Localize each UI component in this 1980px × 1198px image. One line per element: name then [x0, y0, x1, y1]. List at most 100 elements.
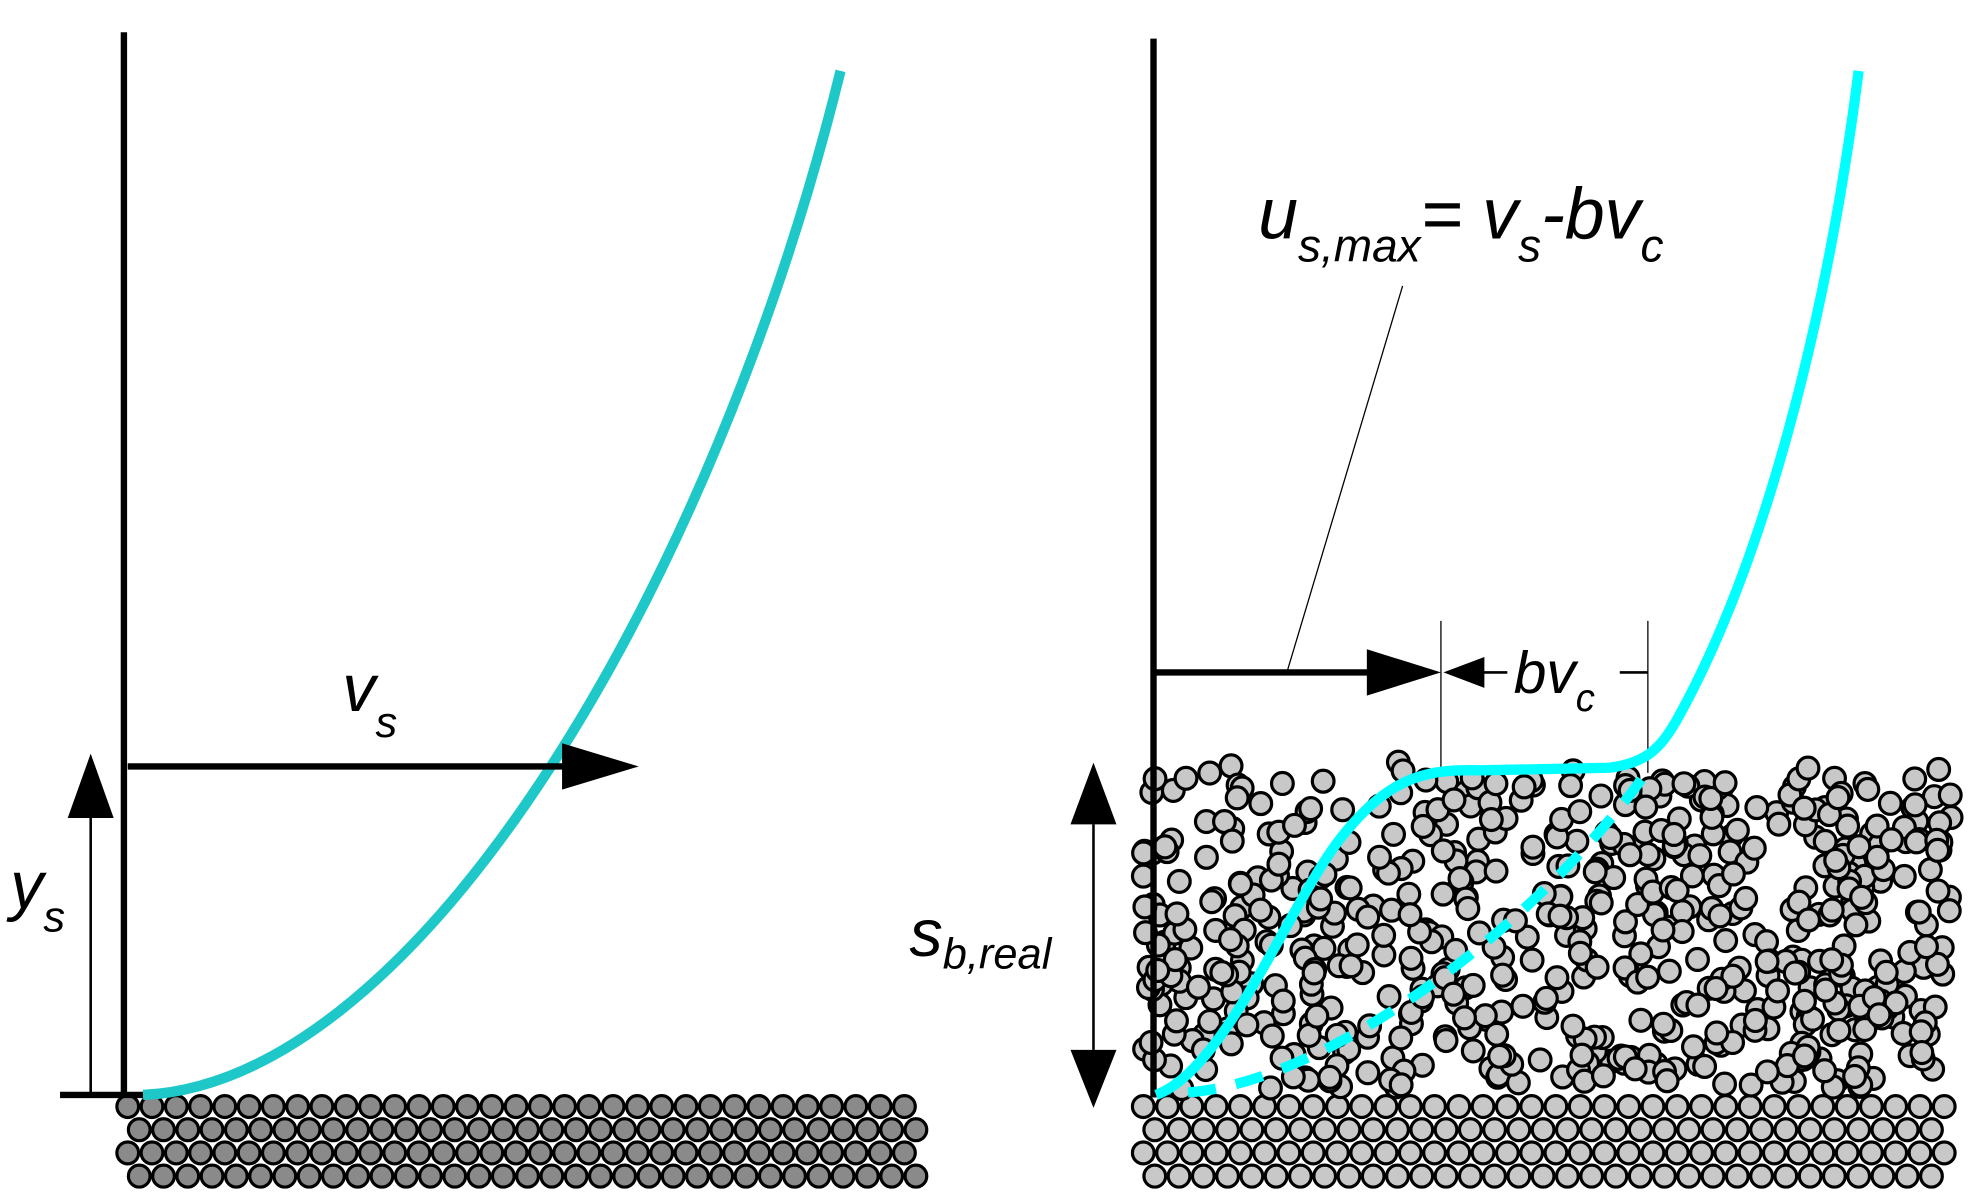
particle	[1590, 1063, 1616, 1089]
particle	[1664, 1140, 1690, 1166]
particle	[1870, 1117, 1896, 1143]
particle	[455, 1093, 480, 1120]
particle	[733, 1117, 759, 1143]
particle	[1466, 920, 1492, 946]
particle	[1336, 1117, 1362, 1143]
particle	[1337, 875, 1363, 901]
particle	[600, 1093, 626, 1120]
particle	[1215, 1117, 1241, 1143]
particle	[1276, 1093, 1302, 1120]
particle	[1627, 1117, 1653, 1143]
particle	[539, 1163, 565, 1189]
particle	[1821, 1117, 1847, 1143]
particle	[1834, 1140, 1860, 1166]
particle	[1336, 1163, 1362, 1189]
particle	[333, 1140, 359, 1166]
particle	[1720, 963, 1746, 989]
particle	[175, 1117, 201, 1143]
particle	[309, 1093, 335, 1120]
particle	[1724, 1117, 1750, 1143]
particle	[1300, 1140, 1326, 1166]
particle	[806, 1163, 832, 1189]
particle	[163, 1093, 189, 1120]
particle	[1796, 907, 1822, 933]
particle	[1825, 785, 1851, 811]
particle	[1385, 1163, 1410, 1189]
particle	[1422, 1140, 1447, 1166]
particle	[345, 1117, 371, 1143]
particle	[1931, 1093, 1957, 1120]
particle	[624, 1140, 650, 1166]
particle	[1190, 1163, 1216, 1189]
particle	[248, 1163, 274, 1189]
particle	[1433, 1117, 1459, 1143]
particle	[296, 1117, 322, 1143]
particle	[1713, 927, 1739, 954]
particle	[1819, 947, 1845, 973]
particle	[126, 1163, 152, 1189]
particle	[151, 1163, 176, 1189]
particle	[1441, 981, 1466, 1007]
particle	[1430, 881, 1456, 907]
particle	[806, 1117, 832, 1143]
particle	[1858, 1140, 1884, 1166]
particle	[1919, 1117, 1944, 1143]
particle	[1582, 859, 1608, 885]
particle	[1325, 1093, 1350, 1120]
particle	[1490, 962, 1515, 988]
particle	[746, 1093, 772, 1120]
particle	[1530, 1163, 1556, 1189]
particle	[1878, 827, 1904, 853]
particle	[1218, 927, 1243, 953]
particle	[1506, 1163, 1532, 1189]
particle	[1846, 1117, 1872, 1143]
particle	[1812, 828, 1838, 855]
particle	[309, 1140, 335, 1166]
particle	[1179, 1140, 1205, 1166]
particle	[1409, 1117, 1435, 1143]
particle	[393, 1163, 419, 1189]
particle	[576, 1140, 602, 1166]
particle	[673, 1140, 699, 1166]
particle	[1685, 946, 1710, 973]
particle	[1877, 790, 1903, 816]
particle	[1628, 941, 1654, 967]
particle	[843, 1093, 869, 1120]
particle	[1460, 972, 1486, 998]
particle	[757, 1163, 783, 1189]
particle	[1628, 1007, 1654, 1033]
particle	[1858, 1093, 1884, 1120]
particle	[1712, 1071, 1738, 1097]
equation-subscript: s	[1518, 219, 1541, 271]
particle	[1199, 889, 1225, 915]
particle	[1344, 932, 1370, 958]
particle	[515, 1117, 541, 1143]
particle	[1685, 992, 1711, 1018]
particle	[1258, 1075, 1283, 1101]
particle	[1547, 903, 1573, 929]
particle	[212, 1140, 238, 1166]
particle	[636, 1117, 662, 1143]
particle	[382, 1093, 408, 1120]
particle	[1317, 1064, 1343, 1090]
particle	[1652, 1117, 1677, 1143]
particle	[1652, 1163, 1677, 1189]
particle	[1397, 1093, 1423, 1120]
particle	[1656, 958, 1682, 984]
particle	[746, 1140, 772, 1166]
particle	[1846, 834, 1872, 860]
particle	[1640, 1093, 1666, 1120]
particle	[1457, 1163, 1483, 1189]
particle	[1703, 975, 1729, 1002]
particle	[1765, 978, 1791, 1004]
particle	[1737, 1093, 1763, 1120]
particle	[503, 1140, 529, 1166]
particle	[1558, 773, 1584, 799]
particle	[503, 1093, 529, 1120]
particle	[1190, 1117, 1216, 1143]
particle	[1527, 1047, 1553, 1073]
particles	[115, 749, 1964, 1189]
particle	[1640, 1140, 1666, 1166]
arrow-head	[1443, 656, 1485, 688]
particle	[1579, 1163, 1605, 1189]
